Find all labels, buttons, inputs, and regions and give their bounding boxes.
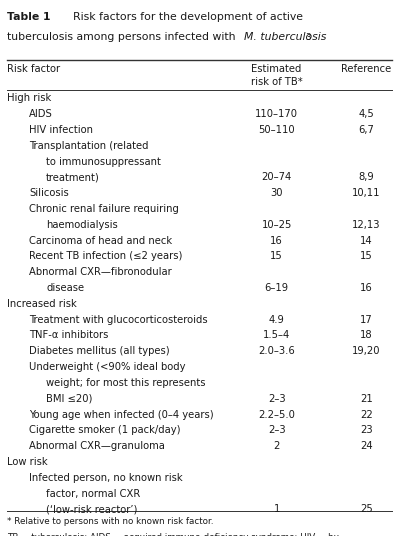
Text: factor, normal CXR: factor, normal CXR [46,488,140,498]
Text: 14: 14 [360,235,373,245]
Text: 17: 17 [360,315,373,325]
Text: Silicosis: Silicosis [29,188,69,198]
Text: 8,9: 8,9 [358,172,374,182]
Text: 1: 1 [273,504,280,515]
Text: Reference: Reference [341,64,391,75]
Text: 4.9: 4.9 [269,315,285,325]
Text: haemodialysis: haemodialysis [46,220,118,230]
Text: 2–3: 2–3 [268,425,285,435]
Text: 23: 23 [360,425,373,435]
Text: Risk factors for the development of active: Risk factors for the development of acti… [66,12,303,22]
Text: 50–110: 50–110 [258,125,295,135]
Text: Young age when infected (0–4 years): Young age when infected (0–4 years) [29,410,214,420]
Text: 20–74: 20–74 [261,172,292,182]
Text: 19,20: 19,20 [352,346,380,356]
Text: Abnormal CXR—granuloma: Abnormal CXR—granuloma [29,441,165,451]
Text: Cigarette smoker (1 pack/day): Cigarette smoker (1 pack/day) [29,425,181,435]
Text: (‘low-risk reactor’): (‘low-risk reactor’) [46,504,138,515]
Text: 2.2–5.0: 2.2–5.0 [258,410,295,420]
Text: High risk: High risk [7,93,51,103]
Text: 16: 16 [360,283,373,293]
Text: Increased risk: Increased risk [7,299,77,309]
Text: 2–3: 2–3 [268,393,285,404]
Text: Table 1: Table 1 [7,12,51,22]
Text: AIDS: AIDS [29,109,53,119]
Text: Abnormal CXR—fibronodular: Abnormal CXR—fibronodular [29,267,172,277]
Text: Chronic renal failure requiring: Chronic renal failure requiring [29,204,179,214]
Text: treatment): treatment) [46,172,100,182]
Text: Estimated
risk of TB*: Estimated risk of TB* [251,64,302,87]
Text: 15: 15 [270,251,283,262]
Text: 12,13: 12,13 [352,220,380,230]
Text: 2: 2 [273,441,280,451]
Text: disease: disease [46,283,84,293]
Text: Carcinoma of head and neck: Carcinoma of head and neck [29,235,172,245]
Text: 10,11: 10,11 [352,188,380,198]
Text: 25: 25 [360,504,373,515]
Text: 6–19: 6–19 [265,283,289,293]
Text: 30: 30 [270,188,283,198]
Text: TNF-α inhibitors: TNF-α inhibitors [29,330,108,340]
Text: Treatment with glucocorticosteroids: Treatment with glucocorticosteroids [29,315,208,325]
Text: Transplantation (related: Transplantation (related [29,140,148,151]
Text: 16: 16 [270,235,283,245]
Text: 4,5: 4,5 [358,109,374,119]
Text: 18: 18 [360,330,373,340]
Text: Risk factor: Risk factor [7,64,60,75]
Text: TB = tuberculosis; AIDS = acquired immune-deficiency syndrome; HIV = hu-: TB = tuberculosis; AIDS = acquired immun… [7,533,342,536]
Text: 21: 21 [360,393,373,404]
Text: 110–170: 110–170 [255,109,298,119]
Text: 6,7: 6,7 [358,125,374,135]
Text: tuberculosis among persons infected with: tuberculosis among persons infected with [7,32,239,42]
Text: Underweight (<90% ideal body: Underweight (<90% ideal body [29,362,185,372]
Text: M. tuberculosis: M. tuberculosis [244,32,326,42]
Text: 22: 22 [360,410,373,420]
Text: BMI ≤20): BMI ≤20) [46,393,93,404]
Text: * Relative to persons with no known risk factor.: * Relative to persons with no known risk… [7,517,214,526]
Text: Diabetes mellitus (all types): Diabetes mellitus (all types) [29,346,170,356]
Text: 3: 3 [306,33,311,42]
Text: 1.5–4: 1.5–4 [263,330,290,340]
Text: 24: 24 [360,441,373,451]
Text: Recent TB infection (≤2 years): Recent TB infection (≤2 years) [29,251,182,262]
Text: Infected person, no known risk: Infected person, no known risk [29,473,183,483]
Text: HIV infection: HIV infection [29,125,93,135]
Text: 10–25: 10–25 [261,220,292,230]
Text: Low risk: Low risk [7,457,48,467]
Text: weight; for most this represents: weight; for most this represents [46,378,206,388]
Text: 2.0–3.6: 2.0–3.6 [258,346,295,356]
Text: 15: 15 [360,251,373,262]
Text: to immunosuppressant: to immunosuppressant [46,157,161,167]
